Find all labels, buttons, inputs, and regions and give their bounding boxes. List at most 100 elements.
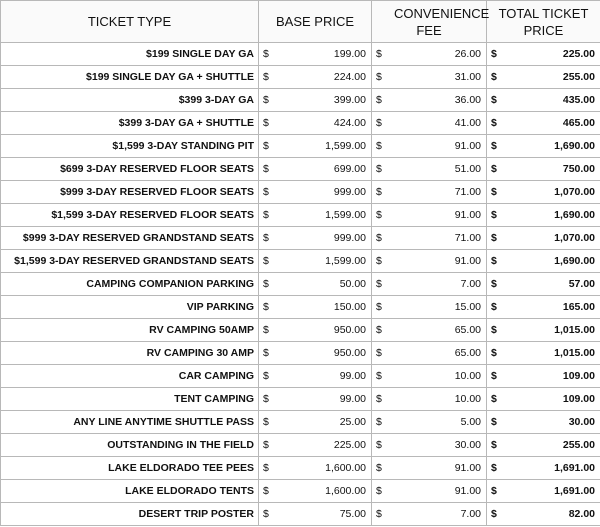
money-cell: $225.00 [259,439,371,451]
money-cell: $36.00 [372,94,486,106]
ticket-type: ANY LINE ANYTIME SHUTTLE PASS [0,410,259,434]
currency-symbol: $ [491,301,497,313]
amount: 7.00 [460,508,481,520]
money-cell: $109.00 [487,393,600,405]
amount: 65.00 [454,324,481,336]
currency-symbol: $ [263,508,269,520]
convenience-fee: $5.00 [371,410,487,434]
ticket-type: $699 3-DAY RESERVED FLOOR SEATS [0,157,259,181]
amount: 109.00 [562,370,595,382]
money-cell: $91.00 [372,209,486,221]
money-cell: $91.00 [372,462,486,474]
currency-symbol: $ [263,48,269,60]
money-cell: $999.00 [259,186,371,198]
total-price: $82.00 [486,502,600,526]
money-cell: $435.00 [487,94,600,106]
convenience-fee: $51.00 [371,157,487,181]
total-price: $1,691.00 [486,456,600,480]
ticket-type: $1,599 3-DAY RESERVED GRANDSTAND SEATS [0,249,259,273]
money-cell: $91.00 [372,140,486,152]
total-price: $255.00 [486,65,600,89]
total-price: $1,015.00 [486,318,600,342]
money-cell: $65.00 [372,324,486,336]
convenience-fee: $10.00 [371,364,487,388]
amount: 225.00 [333,439,366,451]
currency-symbol: $ [263,255,269,267]
amount: 424.00 [333,117,366,129]
amount: 31.00 [454,71,481,83]
amount: 7.00 [460,278,481,290]
money-cell: $31.00 [372,71,486,83]
convenience-fee: $7.00 [371,272,487,296]
table-row: $399 3-DAY GA $399.00 $36.00 $435.00 [0,88,600,112]
money-cell: $950.00 [259,324,371,336]
ticket-type: $999 3-DAY RESERVED FLOOR SEATS [0,180,259,204]
header-cell: CONVENIENCE FEE [371,0,489,43]
table-row: LAKE ELDORADO TEE PEES $1,600.00 $91.00 $1,… [0,456,600,480]
currency-symbol: $ [263,94,269,106]
amount: 199.00 [333,48,366,60]
money-cell: $1,690.00 [487,255,600,267]
currency-symbol: $ [491,393,497,405]
table-row: OUTSTANDING IN THE FIELD $225.00 $30.00 $25… [0,433,600,457]
amount: 99.00 [339,370,366,382]
money-cell: $1,070.00 [487,232,600,244]
currency-symbol: $ [263,370,269,382]
money-cell: $1,690.00 [487,140,600,152]
money-cell: $424.00 [259,117,371,129]
amount: 109.00 [562,393,595,405]
convenience-fee: $36.00 [371,88,487,112]
currency-symbol: $ [376,117,382,129]
money-cell: $1,599.00 [259,255,371,267]
base-price: $1,600.00 [258,456,372,480]
convenience-fee: $91.00 [371,479,487,503]
money-cell: $25.00 [259,416,371,428]
base-price: $99.00 [258,364,372,388]
currency-symbol: $ [491,48,497,60]
currency-symbol: $ [376,71,382,83]
currency-symbol: $ [376,140,382,152]
money-cell: $950.00 [259,347,371,359]
money-cell: $1,015.00 [487,347,600,359]
money-cell: $10.00 [372,393,486,405]
money-cell: $99.00 [259,370,371,382]
money-cell: $7.00 [372,508,486,520]
money-cell: $224.00 [259,71,371,83]
amount: 165.00 [562,301,595,313]
header-cell: TOTAL TICKET PRICE [486,0,600,43]
currency-symbol: $ [491,347,497,359]
table-row: $399 3-DAY GA + SHUTTLE $424.00 $41.00 $465… [0,111,600,135]
amount: 699.00 [333,163,366,175]
total-price: $225.00 [486,42,600,66]
amount: 1,599.00 [325,140,366,152]
amount: 255.00 [562,71,595,83]
amount: 91.00 [454,462,481,474]
money-cell: $1,600.00 [259,462,371,474]
amount: 750.00 [562,163,595,175]
amount: 950.00 [333,324,366,336]
total-price: $165.00 [486,295,600,319]
base-price: $25.00 [258,410,372,434]
convenience-fee: $15.00 [371,295,487,319]
convenience-fee: $65.00 [371,341,487,365]
money-cell: $699.00 [259,163,371,175]
amount: 1,070.00 [554,186,595,198]
total-price: $750.00 [486,157,600,181]
money-cell: $91.00 [372,255,486,267]
amount: 57.00 [568,278,595,290]
currency-symbol: $ [376,48,382,60]
money-cell: $1,691.00 [487,485,600,497]
money-cell: $15.00 [372,301,486,313]
amount: 91.00 [454,485,481,497]
table-row: ANY LINE ANYTIME SHUTTLE PASS $25.00 $5.00… [0,410,600,434]
currency-symbol: $ [376,485,382,497]
total-price: $1,690.00 [486,249,600,273]
table-row: $999 3-DAY RESERVED FLOOR SEATS $999.00 $7… [0,180,600,204]
ticket-type: $199 SINGLE DAY GA + SHUTTLE [0,65,259,89]
currency-symbol: $ [263,163,269,175]
amount: 41.00 [454,117,481,129]
money-cell: $1,599.00 [259,140,371,152]
money-cell: $71.00 [372,232,486,244]
ticket-type: $1,599 3-DAY RESERVED FLOOR SEATS [0,203,259,227]
